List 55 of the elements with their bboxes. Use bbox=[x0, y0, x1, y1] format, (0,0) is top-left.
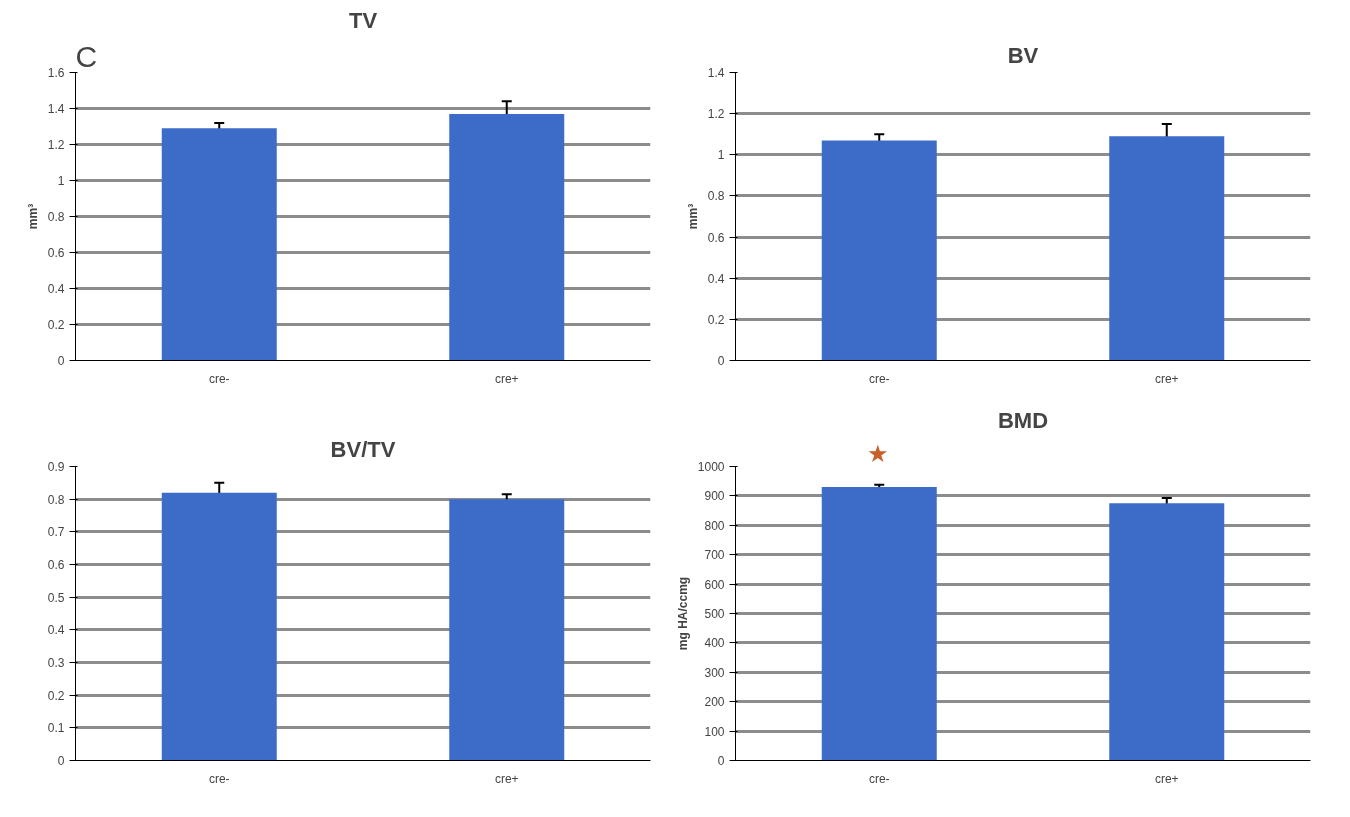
y-tick-label: 0 bbox=[717, 354, 725, 368]
y-tick-label: 200 bbox=[704, 695, 725, 710]
x-tick-label: cre- bbox=[868, 771, 890, 786]
y-tick-label: 0 bbox=[57, 754, 65, 768]
y-tick-label: 1.2 bbox=[47, 138, 65, 152]
y-tick-label: 0.6 bbox=[707, 230, 725, 245]
y-tick-label: 0.2 bbox=[707, 312, 725, 327]
y-tick-label: 0.6 bbox=[47, 246, 65, 260]
x-tick-label: cre+ bbox=[494, 771, 519, 786]
chart-title: BMD bbox=[997, 407, 1049, 433]
y-tick-label: 400 bbox=[704, 636, 725, 651]
y-tick-label: 800 bbox=[704, 518, 725, 533]
y-tick-label: 1.4 bbox=[707, 66, 725, 80]
y-tick-label: 0.6 bbox=[47, 558, 65, 572]
chart-title: TV bbox=[348, 7, 378, 33]
y-tick-label: 1.2 bbox=[707, 107, 725, 122]
y-tick-label: 0.4 bbox=[707, 271, 725, 286]
y-tick-label: 0.8 bbox=[47, 210, 65, 224]
y-tick-label: 500 bbox=[704, 607, 725, 621]
chart-title: BV/TV bbox=[330, 436, 396, 462]
y-tick-label: 0.4 bbox=[47, 282, 65, 296]
x-tick-label: cre- bbox=[208, 371, 230, 386]
y-tick-label: 100 bbox=[704, 724, 725, 739]
y-tick-label: 0.2 bbox=[47, 688, 65, 703]
x-tick-label: cre- bbox=[208, 771, 230, 786]
y-tick-label: 0.5 bbox=[47, 590, 65, 605]
y-tick-label: 0.8 bbox=[47, 492, 65, 507]
y-axis-title: mm³ bbox=[685, 203, 700, 230]
y-tick-label: 1 bbox=[57, 174, 65, 188]
x-tick-label: cre+ bbox=[494, 371, 519, 386]
y-tick-label: 0.2 bbox=[47, 318, 65, 332]
y-tick-label: 0.9 bbox=[47, 460, 65, 474]
annotation: C bbox=[75, 39, 98, 73]
x-tick-label: cre+ bbox=[1154, 771, 1179, 786]
y-tick-label: 1 bbox=[717, 148, 725, 163]
y-tick-label: 0.7 bbox=[47, 525, 65, 540]
y-tick-label: 0.3 bbox=[47, 656, 65, 670]
y-tick-label: 1.4 bbox=[47, 102, 65, 116]
y-axis-title: mm³ bbox=[25, 203, 40, 230]
annotation: ★ bbox=[867, 439, 890, 467]
y-tick-label: 1000 bbox=[697, 460, 725, 474]
y-tick-label: 0.4 bbox=[47, 623, 65, 638]
y-axis-title: mg HA/ccmg bbox=[675, 576, 690, 651]
y-tick-label: 0.1 bbox=[47, 721, 65, 736]
y-tick-label: 300 bbox=[704, 665, 725, 680]
x-tick-label: cre+ bbox=[1154, 371, 1179, 386]
y-tick-label: 1.6 bbox=[47, 66, 65, 80]
y-tick-label: 0.8 bbox=[707, 189, 725, 204]
y-tick-label: 0 bbox=[57, 354, 65, 368]
y-tick-label: 700 bbox=[704, 548, 725, 563]
chart-title: BV bbox=[1007, 42, 1039, 68]
y-tick-label: 600 bbox=[704, 577, 725, 592]
y-tick-label: 0 bbox=[717, 754, 725, 768]
y-tick-label: 900 bbox=[704, 489, 725, 504]
x-tick-label: cre- bbox=[868, 371, 890, 386]
